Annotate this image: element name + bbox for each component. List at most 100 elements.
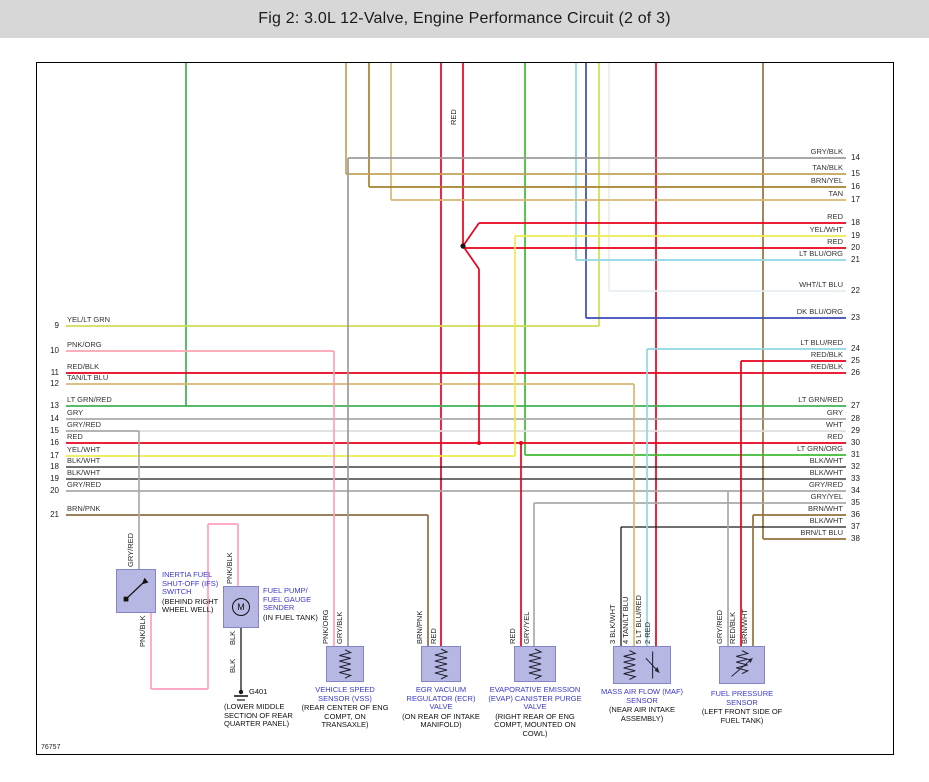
right-pin-label-38: BRN/LT BLU: [800, 528, 843, 537]
wire-color-label: PNK/BLK: [225, 552, 234, 584]
left-pin-label-12: TAN/LT BLU: [67, 373, 109, 382]
junction-dot: [238, 689, 244, 695]
component-location: (NEAR AIR INTAKE ASSEMBLY): [608, 705, 676, 723]
right-pin-number-31: 31: [851, 450, 860, 459]
component-location: (ON REAR OF INTAKE MANIFOLD): [402, 711, 480, 729]
coil-symbol: [339, 649, 353, 679]
right-pin-number-24: 24: [851, 344, 860, 353]
right-pin-label-16: BRN/YEL: [810, 176, 843, 185]
maf-sensor-box: [613, 646, 671, 684]
right-pin-label-26: RED/BLK: [810, 362, 843, 371]
right-pin-number-17: 17: [851, 195, 860, 204]
right-pin-number-18: 18: [851, 218, 860, 227]
right-pin-label-29: WHT: [825, 420, 843, 429]
right-pin-number-29: 29: [851, 426, 860, 435]
left-pin-number-15: 15: [50, 426, 59, 435]
right-pin-label-18: RED: [827, 212, 843, 221]
left-pin-label-16: RED: [67, 432, 83, 441]
wire-color-label: GRY/RED: [126, 532, 135, 567]
left-pin-label-20: GRY/RED: [67, 480, 102, 489]
component-location: (RIGHT REAR OF ENG COMPT, MOUNTED ON COW…: [494, 711, 576, 738]
right-pin-number-37: 37: [851, 522, 860, 531]
right-pin-label-32: BLK/WHT: [809, 456, 843, 465]
wire-color-label: 3 BLK/WHT: [608, 604, 617, 644]
component-location: (REAR CENTER OF ENG COMPT, ON TRANSAXLE): [301, 703, 389, 729]
right-pin-number-35: 35: [851, 498, 860, 507]
left-pin-number-21: 21: [50, 510, 59, 519]
wire-color-label: RED/BLK: [728, 611, 737, 644]
right-pin-number-32: 32: [851, 462, 860, 471]
ifs-switch-box: [116, 569, 156, 613]
figure-title: Fig 2: 3.0L 12-Valve, Engine Performance…: [258, 10, 671, 27]
right-pin-number-22: 22: [851, 286, 860, 295]
g401-location: (LOWER MIDDLE SECTION OF REAR QUARTER PA…: [224, 702, 293, 728]
right-pin-number-36: 36: [851, 510, 860, 519]
right-pin-number-19: 19: [851, 231, 860, 240]
coil-symbol: [528, 648, 543, 680]
wire-color-label: BRN/PNK: [415, 610, 424, 644]
wire-red: [462, 245, 480, 270]
left-pin-number-20: 20: [50, 486, 59, 495]
left-pin-number-19: 19: [50, 474, 59, 483]
component-name: VEHICLE SPEED SENSOR (VSS): [315, 685, 375, 703]
component-name: EGR VACUUM REGULATOR (ECR) VALVE: [406, 685, 476, 711]
right-pin-label-37: BLK/WHT: [809, 516, 843, 525]
vss-box: [326, 646, 364, 682]
right-pin-label-35: GRY/YEL: [810, 492, 843, 501]
left-pin-label-17: YEL/WHT: [67, 445, 101, 454]
right-pin-number-25: 25: [851, 356, 860, 365]
right-pin-label-30: RED: [827, 432, 843, 441]
right-pin-number-38: 38: [851, 534, 860, 543]
right-pin-label-15: TAN/BLK: [812, 163, 843, 172]
left-pin-label-11: RED/BLK: [67, 362, 100, 371]
wire-color-label: RED: [508, 628, 517, 644]
right-pin-number-21: 21: [851, 255, 860, 264]
left-pin-number-17: 17: [50, 451, 59, 460]
left-pin-number-10: 10: [50, 346, 59, 355]
motor-letter: M: [237, 602, 245, 612]
component-name: FUEL PRESSURE SENSOR: [710, 689, 774, 707]
right-pin-label-17: TAN: [828, 189, 843, 198]
left-pin-number-9: 9: [54, 321, 59, 330]
component-location: (LEFT FRONT SIDE OF FUEL TANK): [701, 707, 783, 725]
component-name: INERTIA FUEL SHUT-OFF (IFS) SWITCH: [162, 570, 219, 596]
right-pin-label-14: GRY/BLK: [810, 147, 843, 156]
junction-dot: [519, 441, 523, 445]
left-pin-number-12: 12: [50, 379, 59, 388]
right-pin-number-23: 23: [851, 313, 860, 322]
pin-callouts: 9 YEL/LT GRN 10 PNK/ORG 11 RED/BLK 12 TAN/LT BL…: [37, 63, 893, 754]
fuel-pump-label: FUEL PUMP/ FUEL GAUGE SENDER (IN FUEL TA…: [263, 586, 325, 622]
vss-label: VEHICLE SPEED SENSOR (VSS) (REAR CENTER …: [300, 685, 390, 730]
wire-red: [462, 222, 480, 247]
right-pin-label-21: LT BLU/ORG: [799, 249, 843, 258]
evap-purge-valve-box: [514, 646, 556, 682]
left-pin-label-15: GRY/RED: [67, 420, 102, 429]
coil-symbol: [434, 648, 449, 680]
wire-color-label: BRN/WHT: [740, 609, 749, 644]
egr-regulator-label: EGR VACUUM REGULATOR (ECR) VALVE (ON REA…: [396, 685, 486, 730]
right-pin-label-33: BLK/WHT: [809, 468, 843, 477]
fuel-pump-box: M: [223, 586, 259, 628]
left-pin-number-18: 18: [50, 462, 59, 471]
g401-label: G401: [249, 687, 268, 696]
maf-sensor-label: MASS AIR FLOW (MAF) SENSOR (NEAR AIR INT…: [597, 687, 687, 723]
component-name: EVAPORATIVE EMISSION (EVAP) CANISTER PUR…: [488, 685, 582, 711]
left-pin-number-16: 16: [50, 438, 59, 447]
left-pin-number-13: 13: [50, 401, 59, 410]
figure-title-bar: Fig 2: 3.0L 12-Valve, Engine Performance…: [0, 0, 929, 38]
right-pin-number-14: 14: [851, 153, 860, 162]
evap-purge-valve-label: EVAPORATIVE EMISSION (EVAP) CANISTER PUR…: [488, 685, 582, 738]
right-pin-number-27: 27: [851, 401, 860, 410]
right-pin-label-20: RED: [827, 237, 843, 246]
right-pin-number-26: 26: [851, 368, 860, 377]
component-location: (BEHIND RIGHT WHEEL WELL): [162, 596, 219, 614]
wire-color-label: GRY/YEL: [522, 611, 531, 644]
left-pin-label-19: BLK/WHT: [67, 468, 101, 477]
left-pin-number-11: 11: [50, 368, 59, 377]
right-pin-label-28: GRY: [826, 408, 843, 417]
left-pin-number-14: 14: [50, 414, 59, 423]
component-name: FUEL PUMP/ FUEL GAUGE SENDER: [263, 586, 312, 612]
wire-color-label: 2 RED: [643, 621, 652, 644]
right-pin-number-15: 15: [851, 169, 860, 178]
